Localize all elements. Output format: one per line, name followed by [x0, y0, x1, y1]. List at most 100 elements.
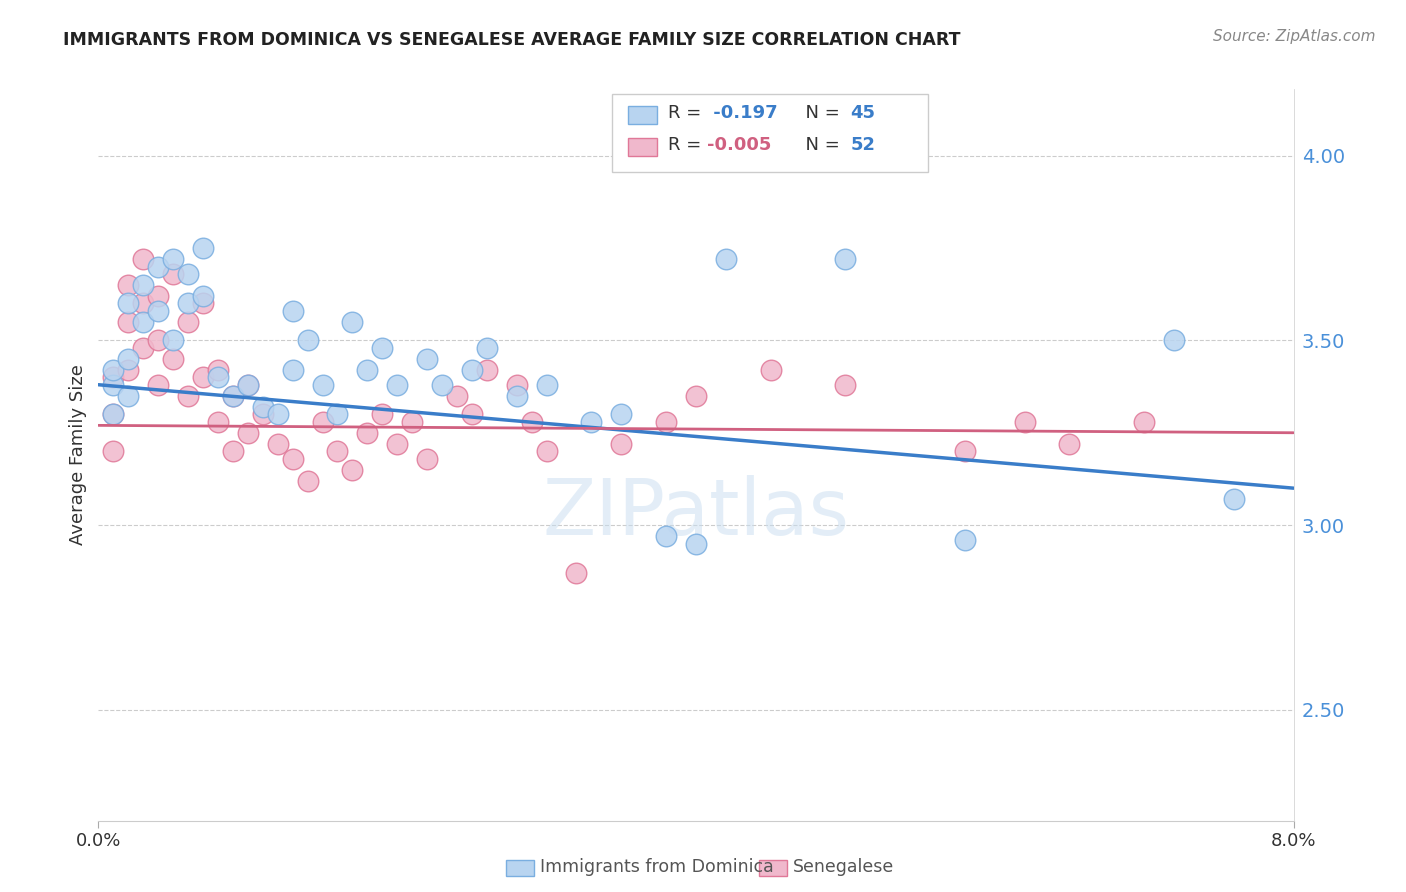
Point [117, 277, 139, 292]
Point [177, 296, 200, 310]
Point [385, 377, 409, 392]
Point [581, 415, 603, 429]
Point [103, 377, 125, 392]
Point [297, 334, 319, 348]
Point [759, 363, 782, 377]
Point [342, 315, 364, 329]
Point [685, 536, 707, 550]
Point [475, 363, 498, 377]
Point [1014, 415, 1036, 429]
Point [117, 363, 139, 377]
Point [148, 260, 170, 274]
Point [117, 296, 139, 310]
Point [162, 252, 184, 267]
Point [416, 451, 439, 466]
Point [236, 377, 259, 392]
Point [536, 377, 558, 392]
Point [222, 389, 245, 403]
Point [342, 463, 364, 477]
Point [371, 341, 394, 355]
Point [311, 377, 333, 392]
Text: ZIPatlas: ZIPatlas [543, 475, 849, 551]
Point [356, 425, 378, 440]
Point [132, 277, 155, 292]
Point [506, 389, 529, 403]
Text: IMMIGRANTS FROM DOMINICA VS SENEGALESE AVERAGE FAMILY SIZE CORRELATION CHART: IMMIGRANTS FROM DOMINICA VS SENEGALESE A… [63, 31, 960, 49]
Point [103, 407, 125, 421]
Point [401, 415, 423, 429]
Point [281, 303, 304, 318]
Point [222, 389, 245, 403]
Text: -0.005: -0.005 [707, 136, 772, 154]
Point [461, 407, 484, 421]
Point [655, 415, 678, 429]
Text: 52: 52 [851, 136, 876, 154]
Text: -0.197: -0.197 [707, 104, 778, 122]
Point [311, 415, 333, 429]
Point [191, 241, 214, 255]
Text: 45: 45 [851, 104, 876, 122]
Point [506, 377, 529, 392]
Point [1133, 415, 1156, 429]
Point [281, 451, 304, 466]
Point [536, 444, 558, 458]
Point [148, 303, 170, 318]
Point [416, 351, 439, 366]
Point [371, 407, 394, 421]
Point [267, 407, 290, 421]
Point [1223, 492, 1246, 507]
Point [148, 334, 170, 348]
Point [281, 363, 304, 377]
Point [326, 407, 349, 421]
Point [222, 444, 245, 458]
Y-axis label: Average Family Size: Average Family Size [69, 365, 87, 545]
Point [267, 437, 290, 451]
Point [117, 389, 139, 403]
Point [177, 389, 200, 403]
Text: Source: ZipAtlas.com: Source: ZipAtlas.com [1212, 29, 1375, 44]
Point [207, 363, 229, 377]
Point [148, 377, 170, 392]
Point [117, 351, 139, 366]
Point [162, 351, 184, 366]
Text: R =: R = [668, 104, 707, 122]
Point [252, 407, 274, 421]
Point [430, 377, 453, 392]
Point [103, 370, 125, 384]
Point [207, 370, 229, 384]
Point [103, 363, 125, 377]
Point [446, 389, 468, 403]
Point [475, 341, 498, 355]
Point [148, 289, 170, 303]
Point [132, 315, 155, 329]
Point [252, 400, 274, 414]
Point [236, 425, 259, 440]
Point [953, 444, 976, 458]
Point [685, 389, 707, 403]
Point [191, 370, 214, 384]
Point [236, 377, 259, 392]
Text: N =: N = [794, 136, 846, 154]
Point [610, 437, 633, 451]
Point [610, 407, 633, 421]
Point [177, 315, 200, 329]
Point [1163, 334, 1185, 348]
Point [132, 341, 155, 355]
Text: N =: N = [794, 104, 846, 122]
Point [655, 529, 678, 543]
Point [834, 377, 856, 392]
Point [356, 363, 378, 377]
Point [565, 566, 588, 581]
Point [953, 533, 976, 547]
Point [103, 407, 125, 421]
Point [117, 315, 139, 329]
Point [177, 267, 200, 281]
Point [132, 252, 155, 267]
Point [103, 444, 125, 458]
Point [520, 415, 543, 429]
Text: Immigrants from Dominica: Immigrants from Dominica [540, 858, 773, 876]
Point [326, 444, 349, 458]
Point [461, 363, 484, 377]
Text: Senegalese: Senegalese [793, 858, 894, 876]
Point [207, 415, 229, 429]
